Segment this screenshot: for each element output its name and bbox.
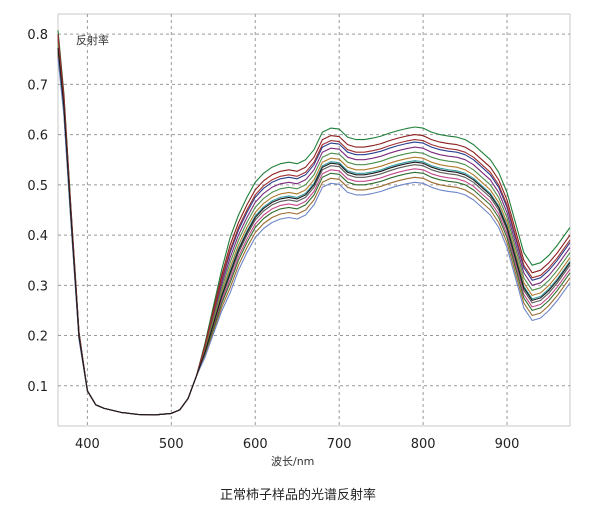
y-tick-label: 0.2	[27, 330, 48, 345]
reflectance-curves	[57, 30, 571, 416]
x-tick-label: 500	[159, 437, 184, 452]
y-tick-label: 0.6	[27, 129, 48, 144]
x-tick-label: 600	[243, 437, 268, 452]
y-tick-label: 0.4	[27, 229, 48, 244]
x-tick-label: 400	[75, 437, 100, 452]
x-tick-label: 700	[327, 437, 352, 452]
plot-area-background	[57, 13, 571, 427]
y-axis-label: 反射率	[76, 33, 109, 47]
y-tick-label: 0.8	[27, 28, 48, 43]
y-tick-label: 0.5	[27, 179, 48, 194]
spectral-reflectance-chart: 0.1 0.2 0.3 0.4 0.5 0.6 0.7 0.8 400 500 600 700 800…	[27, 13, 571, 468]
y-tick-label: 0.7	[27, 78, 48, 93]
figure-caption: 正常柿子样品的光谱反射率	[219, 488, 376, 503]
y-tick-labels: 0.1 0.2 0.3 0.4 0.5 0.6 0.7 0.8	[27, 28, 48, 395]
y-tick-label: 0.1	[27, 380, 48, 395]
y-tick-label: 0.3	[27, 279, 48, 294]
x-axis-label: 波长/nm	[271, 455, 314, 468]
x-tick-labels: 400 500 600 700 800 900	[75, 437, 520, 452]
reflectance-curve	[57, 47, 571, 416]
x-tick-label: 800	[411, 437, 436, 452]
x-tick-label: 900	[495, 437, 520, 452]
